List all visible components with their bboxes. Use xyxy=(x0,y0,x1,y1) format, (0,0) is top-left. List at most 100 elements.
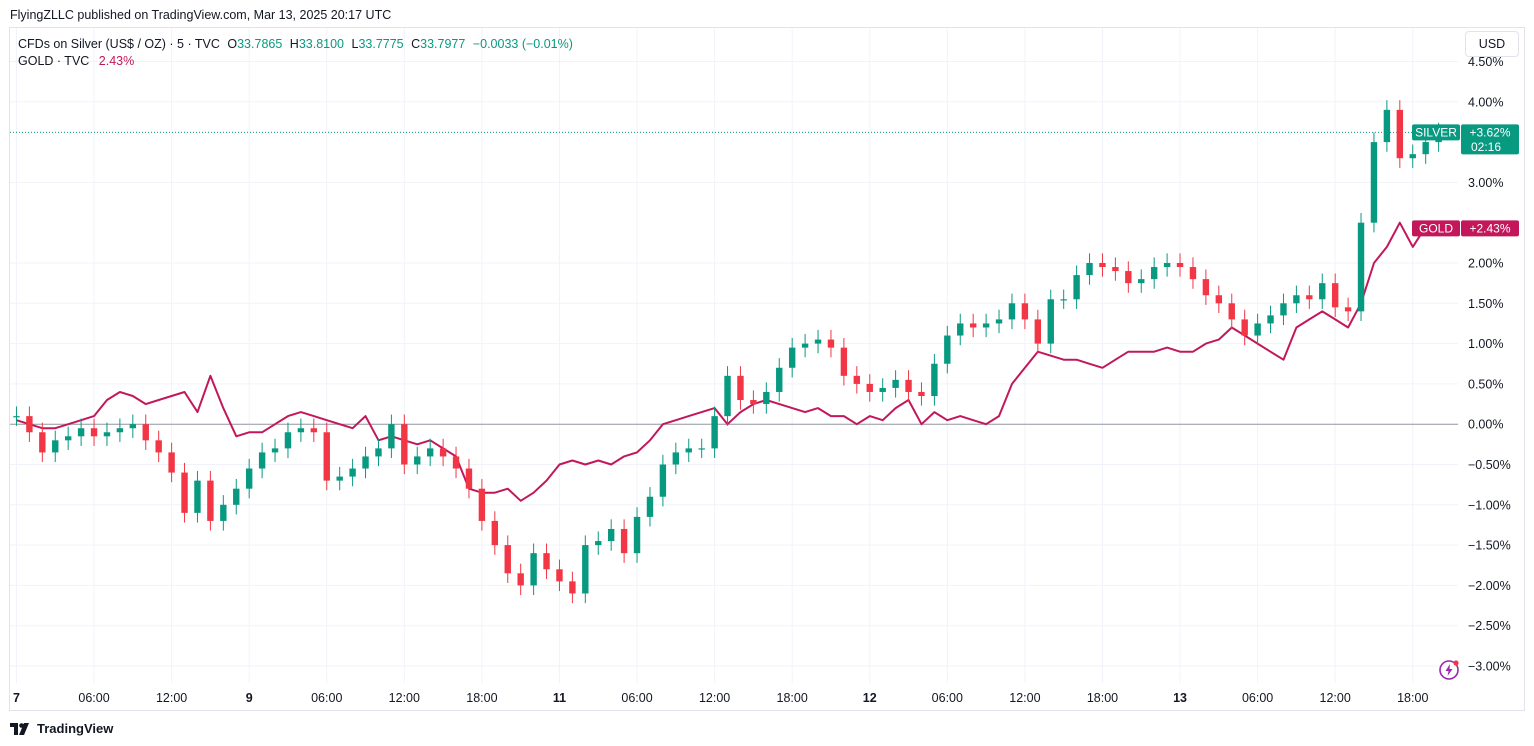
footer: TradingView xyxy=(10,721,113,736)
silver-candle xyxy=(478,488,486,521)
silver-candle xyxy=(1254,323,1261,336)
silver-candle xyxy=(530,553,537,586)
silver-candle xyxy=(1189,267,1197,280)
chart-frame xyxy=(9,27,1525,711)
silver-candle xyxy=(26,416,33,433)
high-value: 33.8100 xyxy=(298,37,344,51)
silver-candle xyxy=(620,528,628,554)
x-tick-label: 12:00 xyxy=(699,691,730,705)
silver-candle xyxy=(181,472,188,513)
gold-legend-value: 2.43% xyxy=(98,54,135,68)
silver-candle xyxy=(982,323,990,328)
x-tick-label: 12:00 xyxy=(389,691,420,705)
y-tick-label: 1.00% xyxy=(1468,337,1503,351)
price-labels: GOLD +2.43% SILVER +3.62%02:16 xyxy=(1412,124,1519,237)
silver-candle xyxy=(866,383,873,392)
silver-candle xyxy=(659,464,667,497)
grid-lines xyxy=(10,28,1458,683)
silver-candle xyxy=(995,319,1003,324)
silver-candle xyxy=(1331,283,1339,308)
chart-legend: CFDs on Silver (US$ / OZ) · 5 · TVC O33.… xyxy=(18,36,573,70)
silver-candle xyxy=(788,347,796,368)
silver-candle xyxy=(336,476,343,481)
silver-candle xyxy=(582,545,589,594)
silver-candle xyxy=(310,428,318,433)
silver-candle xyxy=(776,367,783,392)
silver-candle xyxy=(297,428,305,433)
x-tick-label: 18:00 xyxy=(466,691,497,705)
silver-candle xyxy=(220,504,227,521)
silver-candle xyxy=(853,375,861,384)
x-tick-label: 06:00 xyxy=(621,691,652,705)
silver-candle xyxy=(763,391,770,405)
silver-name-label: SILVER xyxy=(1415,126,1457,140)
silver-candle xyxy=(1176,263,1184,268)
silver-candle xyxy=(90,428,98,437)
x-tick-label: 11 xyxy=(553,691,566,705)
silver-value-tag xyxy=(1461,124,1519,155)
silver-candle xyxy=(1293,295,1300,304)
silver-candle xyxy=(271,448,279,453)
silver-candle xyxy=(724,375,731,417)
silver-candle xyxy=(879,387,886,392)
silver-candle xyxy=(1008,303,1016,320)
gold-name-label: GOLD xyxy=(1419,222,1453,236)
high-label: H xyxy=(289,37,299,51)
silver-candle xyxy=(931,363,938,396)
silver-candle xyxy=(491,520,499,546)
silver-candle xyxy=(1215,295,1223,304)
silver-candle xyxy=(633,516,641,554)
y-tick-label: 4.50% xyxy=(1468,55,1503,69)
silver-legend-row[interactable]: CFDs on Silver (US$ / OZ) · 5 · TVC O33.… xyxy=(18,36,573,53)
silver-candle xyxy=(517,573,524,586)
x-tick-label: 12 xyxy=(863,691,877,705)
silver-candle xyxy=(168,452,175,473)
x-tick-label: 13 xyxy=(1173,691,1187,705)
zero-baseline xyxy=(10,131,1458,425)
silver-candle xyxy=(1306,295,1313,300)
gold-line xyxy=(16,221,1439,502)
y-tick-label: 2.00% xyxy=(1468,257,1503,271)
silver-candle xyxy=(827,339,835,348)
silver-candle xyxy=(840,347,848,376)
x-tick-label: 7 xyxy=(13,691,20,705)
silver-candle xyxy=(814,339,822,344)
silver-candle xyxy=(103,432,111,437)
silver-value-label: +3.62% xyxy=(1469,126,1510,140)
close-value: 33.7977 xyxy=(420,37,466,51)
silver-candle xyxy=(439,448,447,457)
low-label: L xyxy=(351,37,359,51)
gold-value-tag xyxy=(1461,220,1519,237)
low-value: 33.7775 xyxy=(358,37,404,51)
silver-candle xyxy=(1319,283,1326,300)
silver-candle xyxy=(543,553,550,570)
gold-legend-row[interactable]: GOLD · TVC 2.43% xyxy=(18,53,573,70)
silver-candle xyxy=(957,323,964,336)
change-value: −0.0033 (−0.01%) xyxy=(472,37,573,51)
gold-series xyxy=(16,221,1439,502)
silver-candle xyxy=(258,452,266,469)
silver-candle xyxy=(1073,275,1080,300)
silver-candle xyxy=(905,379,912,392)
currency-button[interactable]: USD xyxy=(1465,31,1519,57)
silver-candle xyxy=(918,391,925,396)
silver-candle xyxy=(607,528,615,542)
silver-candle xyxy=(556,569,563,582)
silver-candle xyxy=(349,468,356,477)
silver-candle xyxy=(685,448,692,453)
silver-candle xyxy=(1422,142,1429,155)
silver-candle xyxy=(77,428,85,437)
silver-candle xyxy=(426,448,434,457)
gold-name-tag xyxy=(1412,220,1460,237)
lightning-icon[interactable] xyxy=(1438,659,1460,681)
silver-name-tag xyxy=(1412,124,1460,141)
x-tick-label: 18:00 xyxy=(1397,691,1428,705)
silver-candle xyxy=(52,440,59,453)
silver-candle xyxy=(142,424,149,441)
y-tick-label: −0.50% xyxy=(1468,458,1511,472)
silver-candle xyxy=(737,375,744,401)
silver-candle xyxy=(129,424,137,429)
x-tick-label: 12:00 xyxy=(156,691,187,705)
silver-candle xyxy=(1034,319,1042,344)
